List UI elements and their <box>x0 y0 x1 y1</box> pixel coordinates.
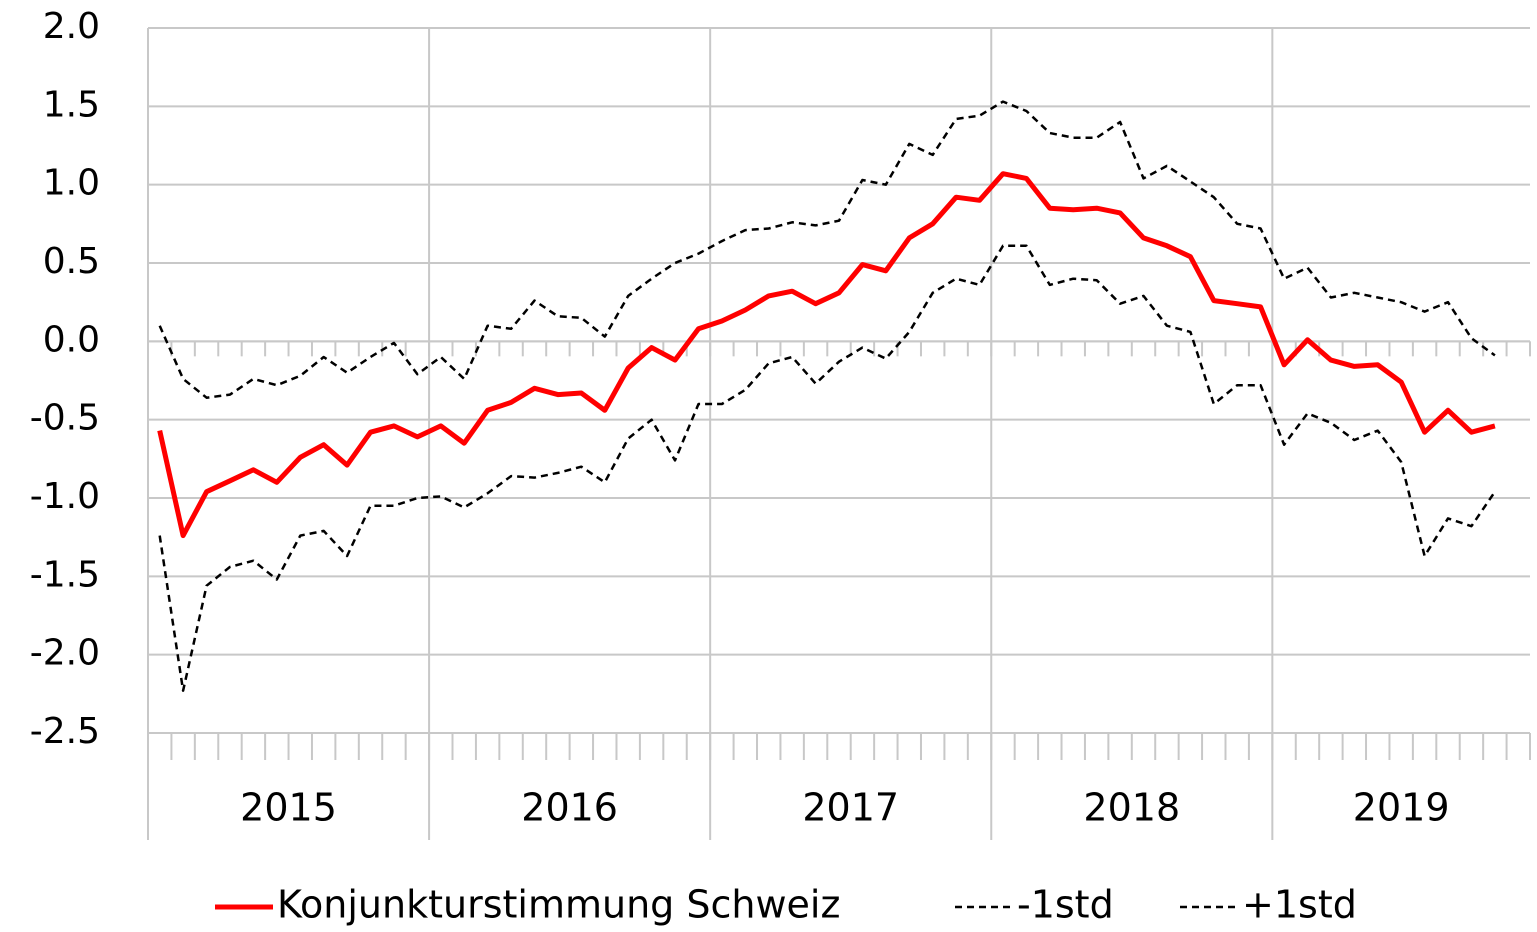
x-group-label: 2019 <box>1353 786 1450 830</box>
legend-label: Konjunkturstimmung Schweiz <box>277 883 840 927</box>
y-tick-label: 2.0 <box>43 6 100 47</box>
x-group-label: 2015 <box>240 786 337 830</box>
y-tick-label: 0.5 <box>43 241 100 282</box>
series-line <box>157 171 1496 539</box>
x-group-label: 2016 <box>521 786 618 830</box>
y-tick-label: -1.5 <box>30 554 100 595</box>
legend-label: +1std <box>1242 883 1357 927</box>
series-line <box>158 244 1496 692</box>
y-tick-label: 1.0 <box>43 163 100 204</box>
y-tick-label: -1.0 <box>30 476 100 517</box>
series-line <box>158 100 1496 399</box>
x-group-label: 2017 <box>802 786 899 830</box>
legend-label: -1std <box>1017 883 1114 927</box>
x-group-label: 2018 <box>1083 786 1180 830</box>
y-tick-label: 1.5 <box>43 84 100 125</box>
y-tick-label: 0.0 <box>43 319 100 360</box>
y-tick-label: -2.0 <box>30 633 100 674</box>
y-tick-label: -2.5 <box>30 711 100 752</box>
y-tick-label: -0.5 <box>30 398 100 439</box>
